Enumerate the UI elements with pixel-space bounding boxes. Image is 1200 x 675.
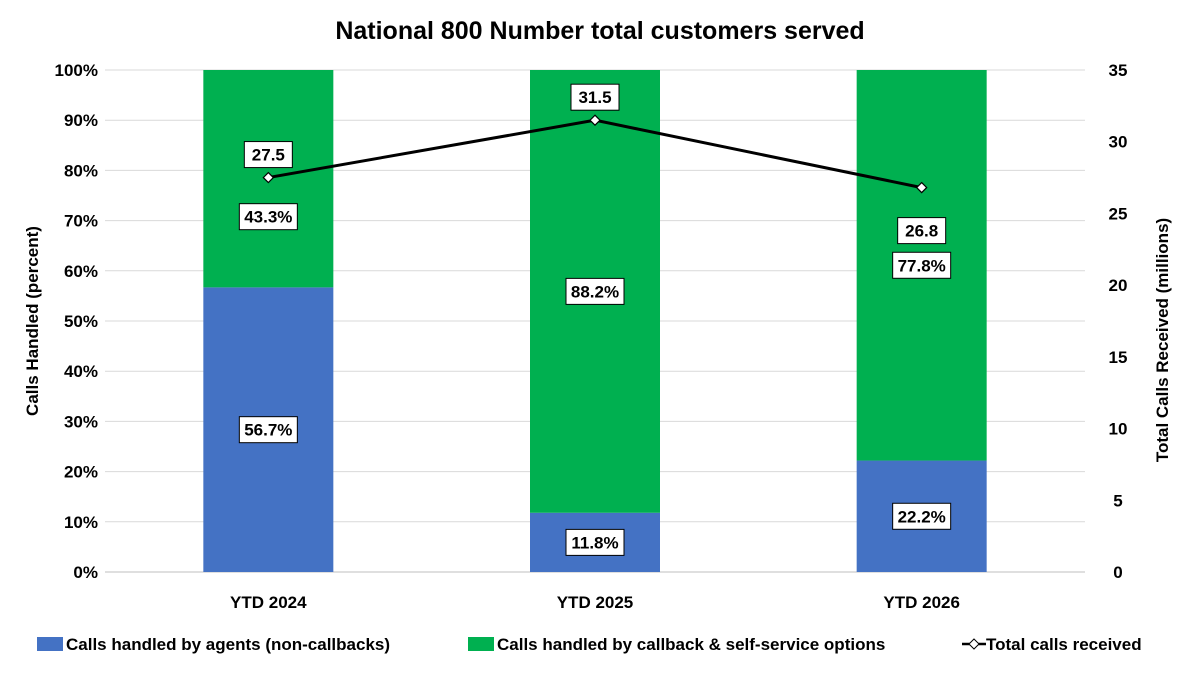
- data-label: 22.2%: [898, 507, 946, 526]
- y-tick-label: 60%: [64, 262, 98, 281]
- y-tick-label: 10%: [64, 513, 98, 532]
- data-label-box: [243, 141, 293, 169]
- bar-data-label: 11.8%: [565, 528, 625, 556]
- data-label: 26.8: [905, 222, 938, 241]
- y2-tick-label: 15: [1109, 348, 1128, 367]
- y-tick-label: 40%: [64, 362, 98, 381]
- y2-tick-label: 0: [1113, 563, 1122, 582]
- y-axis-label: Calls Handled (percent): [23, 226, 42, 416]
- line-data-label: 27.5: [243, 141, 293, 169]
- x-tick-label: YTD 2026: [883, 593, 960, 612]
- diamond-marker: [915, 181, 928, 194]
- legend-item: Calls handled by callback & self-service…: [468, 635, 885, 654]
- line-series: [262, 114, 928, 194]
- legend-swatch: [468, 637, 494, 651]
- legend-label: Calls handled by agents (non-callbacks): [66, 635, 390, 654]
- bar-data-label: 22.2%: [892, 502, 952, 530]
- data-label-box: [570, 83, 620, 111]
- bar-data-label: 77.8%: [892, 251, 952, 279]
- data-label: 88.2%: [571, 282, 619, 301]
- y-tick-label: 90%: [64, 111, 98, 130]
- y-tick-label: 0%: [73, 563, 98, 582]
- legend-item: Total calls received: [962, 635, 1142, 654]
- bar-data-label: 88.2%: [565, 277, 625, 305]
- line-data-label: 31.5: [570, 83, 620, 111]
- y2-tick-label: 10: [1109, 420, 1128, 439]
- y2-tick-label: 30: [1109, 133, 1128, 152]
- y2-tick-label: 20: [1109, 276, 1128, 295]
- x-tick-label: YTD 2024: [230, 593, 307, 612]
- data-label-box: [565, 277, 625, 305]
- data-label-box: [892, 251, 952, 279]
- data-label: 56.7%: [244, 421, 292, 440]
- bar-data-label: 56.7%: [238, 416, 298, 444]
- x-tick-label: YTD 2025: [557, 593, 634, 612]
- chart-title: National 800 Number total customers serv…: [335, 17, 864, 45]
- data-label-box: [238, 416, 298, 444]
- y-tick-label: 80%: [64, 161, 98, 180]
- legend-swatch: [37, 637, 63, 651]
- diamond-marker: [589, 114, 601, 127]
- y-tick-label: 100%: [55, 61, 98, 80]
- data-label-box: [897, 217, 947, 245]
- y-tick-label: 20%: [64, 463, 98, 482]
- line-data-label: 26.8: [897, 217, 947, 245]
- legend-label: Calls handled by callback & self-service…: [497, 635, 885, 654]
- y-tick-label: 30%: [64, 412, 98, 431]
- data-label: 27.5: [252, 146, 285, 165]
- y2-tick-label: 35: [1109, 61, 1128, 80]
- data-label: 77.8%: [898, 256, 946, 275]
- data-label: 43.3%: [244, 208, 292, 227]
- data-label-box: [892, 502, 952, 530]
- legend-label: Total calls received: [986, 635, 1142, 654]
- data-label: 31.5: [578, 88, 611, 107]
- axes: 0% 10% 20% 30% 40% 50% 60% 70% 80% 90% 100% 0 5 10 15 2…: [55, 61, 1128, 612]
- legend: Calls handled by agents (non-callbacks) C…: [37, 635, 1142, 654]
- data-labels: 56.7% 43.3% 11.8% 88.2% 22.2% 77.8% 27.5 31.5 26…: [238, 83, 952, 556]
- y2-tick-label: 5: [1113, 491, 1122, 510]
- legend-diamond-icon: [968, 638, 980, 650]
- y2-tick-label: 25: [1109, 204, 1128, 223]
- y-tick-label: 70%: [64, 212, 98, 231]
- data-label-box: [565, 528, 625, 556]
- bar-data-label: 43.3%: [238, 203, 298, 231]
- bars: [203, 70, 987, 572]
- data-label-box: [238, 203, 298, 231]
- data-label: 11.8%: [571, 533, 618, 552]
- y2-axis-label: Total Calls Received (millions): [1153, 218, 1172, 462]
- legend-item: Calls handled by agents (non-callbacks): [37, 635, 390, 654]
- diamond-marker: [262, 171, 275, 184]
- y-tick-label: 50%: [64, 312, 98, 331]
